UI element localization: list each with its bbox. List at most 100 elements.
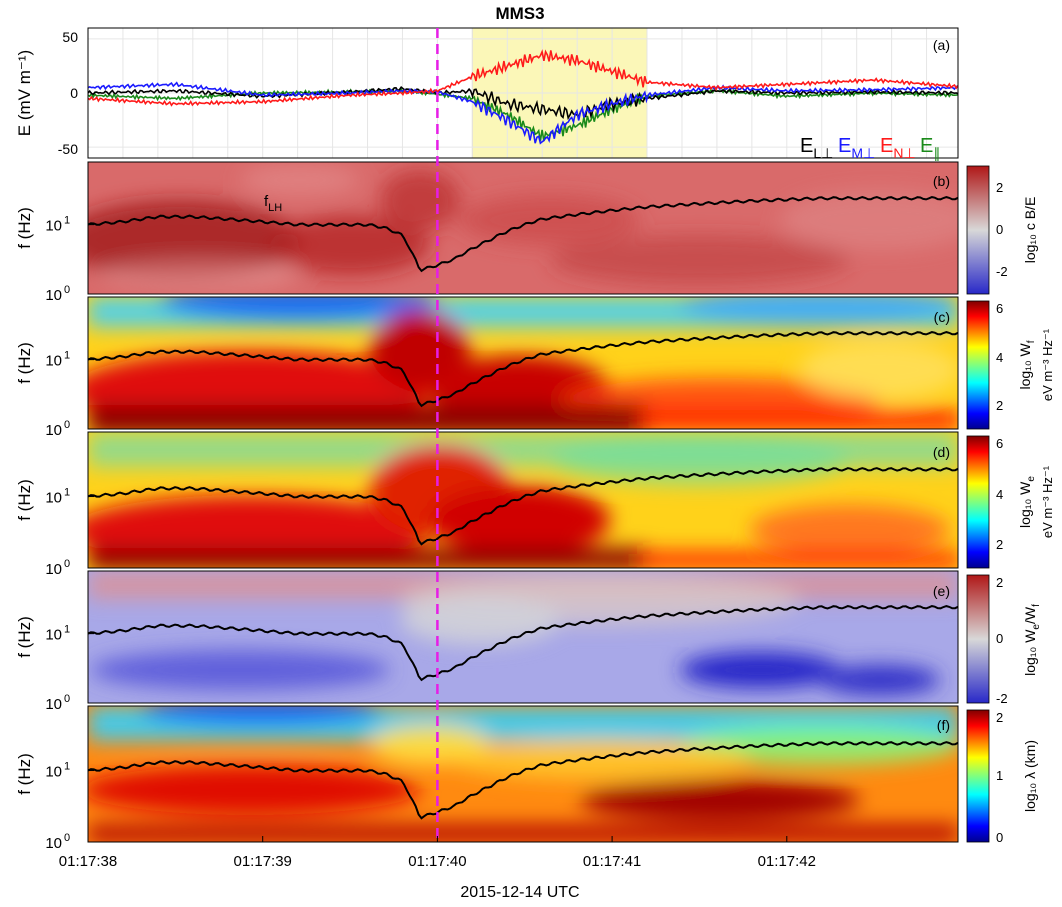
- panel-d-ylabel: f (Hz): [15, 479, 34, 521]
- panel-b-ylabel: f (Hz): [15, 207, 34, 249]
- colorbar-c-tick-2: 2: [996, 398, 1003, 413]
- panel-a-frame: [87, 27, 959, 159]
- colorbar-c-tick-4: 4: [996, 350, 1003, 365]
- freq-tick-label: 10: [45, 218, 62, 235]
- panel-c-frame: [87, 296, 959, 430]
- freq-tick-exponent: 0: [64, 832, 70, 844]
- freq-tick-exponent: 0: [64, 558, 70, 570]
- colorbar-d: [966, 435, 990, 569]
- freq-tick-label: 10: [45, 287, 62, 304]
- panel-f-ylabel: f (Hz): [15, 753, 34, 795]
- freq-tick-exponent: 1: [64, 624, 70, 636]
- freq-tick-label: 10: [45, 835, 62, 852]
- freq-tick-exponent: 1: [64, 350, 70, 362]
- colorbar-e-tick-2: 2: [996, 575, 1003, 590]
- panel-e-label: (e): [933, 583, 950, 599]
- colorbar-b-tick-2: 2: [996, 180, 1003, 195]
- flh-curve: [87, 467, 959, 546]
- freq-tick-exponent: 0: [64, 419, 70, 431]
- colorbar-f-tick-0: 0: [996, 830, 1003, 845]
- flh-curve: [87, 331, 959, 408]
- flh-annotation: fLH: [264, 193, 282, 214]
- x-tick-label: 01:17:39: [234, 853, 292, 870]
- panel-a-ytick-50: 50: [62, 29, 78, 45]
- panel-a-legend: EL⊥ EM⊥ EN⊥ E∥: [800, 135, 940, 161]
- freq-tick-exponent: 0: [64, 693, 70, 705]
- panel-a-ylabel: E (mV m⁻¹): [15, 50, 34, 136]
- freq-tick-label: 10: [45, 764, 62, 781]
- colorbar-d-tick-4: 4: [996, 487, 1003, 502]
- freq-tick-label: 10: [45, 353, 62, 370]
- freq-tick-label: 10: [45, 627, 62, 644]
- freq-tick-exponent: 1: [64, 215, 70, 227]
- colorbar-f-label: log₁₀ λ (km): [1022, 740, 1038, 812]
- x-tick-label: 01:17:38: [59, 853, 117, 870]
- colorbar-c: [966, 300, 990, 430]
- colorbar-e-tick-neg2: -2: [996, 691, 1008, 706]
- freq-tick-exponent: 1: [64, 761, 70, 773]
- figure-title: MMS3: [495, 4, 544, 23]
- panel-b-frame: [87, 161, 959, 295]
- legend-Epar: E∥: [920, 135, 940, 161]
- flh-curve: [87, 741, 959, 820]
- freq-tick-label: 10: [45, 696, 62, 713]
- x-tick-label: 01:17:40: [408, 853, 466, 870]
- legend-EL: EL⊥: [800, 135, 833, 161]
- series-e-n-perp: [87, 49, 959, 107]
- colorbar-b-label: log₁₀ c B/E: [1022, 197, 1038, 264]
- colorbar-c-tick-6: 6: [996, 301, 1003, 316]
- colorbar-e-tick-0: 0: [996, 631, 1003, 646]
- freq-tick-label: 10: [45, 422, 62, 439]
- panel-f-texture: [88, 706, 958, 842]
- panel-f-flh-line: [87, 741, 959, 820]
- legend-EM: EM⊥: [838, 135, 875, 161]
- panel-a-label: (a): [933, 37, 950, 53]
- flh-curve: [87, 605, 959, 682]
- panel-d-frame: [87, 431, 959, 569]
- x-axis: 01:17:38 01:17:39 01:17:40 01:17:41 01:17:42: [59, 836, 816, 870]
- colorbar-d-tick-2: 2: [996, 537, 1003, 552]
- colorbar-d-tick-6: 6: [996, 436, 1003, 451]
- freq-tick-label: 10: [45, 561, 62, 578]
- panel-f-frame: [87, 705, 959, 843]
- panel-b-flh-line: [87, 196, 959, 273]
- x-tick-label: 01:17:42: [758, 853, 816, 870]
- colorbar-b-tick-neg2: -2: [996, 264, 1008, 279]
- panel-a: (a) 50 0 -50 E (mV m⁻¹) EL⊥ EM⊥ EN⊥ E∥: [15, 27, 959, 161]
- panel-d-flh-line: [87, 467, 959, 546]
- panel-c-label: (c): [934, 309, 950, 325]
- panel-d-label: (d): [933, 444, 950, 460]
- colorbar-d-label: log₁₀ We: [1017, 476, 1037, 528]
- colorbar-f: [966, 709, 990, 843]
- panel-f-label: (f): [937, 717, 950, 733]
- colorbar-f-tick-1: 1: [996, 768, 1003, 783]
- panel-a-ytick-0: 0: [70, 85, 78, 101]
- panel-b-label: (b): [933, 173, 950, 189]
- flh-curve: [87, 196, 959, 273]
- panel-e-frame: [87, 570, 959, 704]
- colorbar-c-label: log₁₀ Wf: [1017, 340, 1037, 389]
- panel-d-texture: [88, 432, 958, 568]
- panel-a-series: [87, 49, 959, 145]
- colorbar-f-tick-2: 2: [996, 710, 1003, 725]
- colorbar-e: [966, 574, 990, 704]
- x-tick-label: 01:17:41: [583, 853, 641, 870]
- panel-e-ylabel: f (Hz): [15, 616, 34, 658]
- panel-e-texture: [88, 571, 958, 695]
- panel-c-flh-line: [87, 331, 959, 408]
- colorbar-e-label: log₁₀ We/Wf: [1022, 604, 1042, 676]
- panel-e-flh-line: [87, 605, 959, 682]
- legend-EN: EN⊥: [880, 135, 916, 161]
- freq-tick-exponent: 0: [64, 284, 70, 296]
- series-e-m-perp: [87, 81, 959, 145]
- panel-c-ylabel: f (Hz): [15, 342, 34, 384]
- colorbar-d-units: eV m⁻³ Hz⁻¹: [1040, 465, 1055, 538]
- freq-tick-exponent: 1: [64, 487, 70, 499]
